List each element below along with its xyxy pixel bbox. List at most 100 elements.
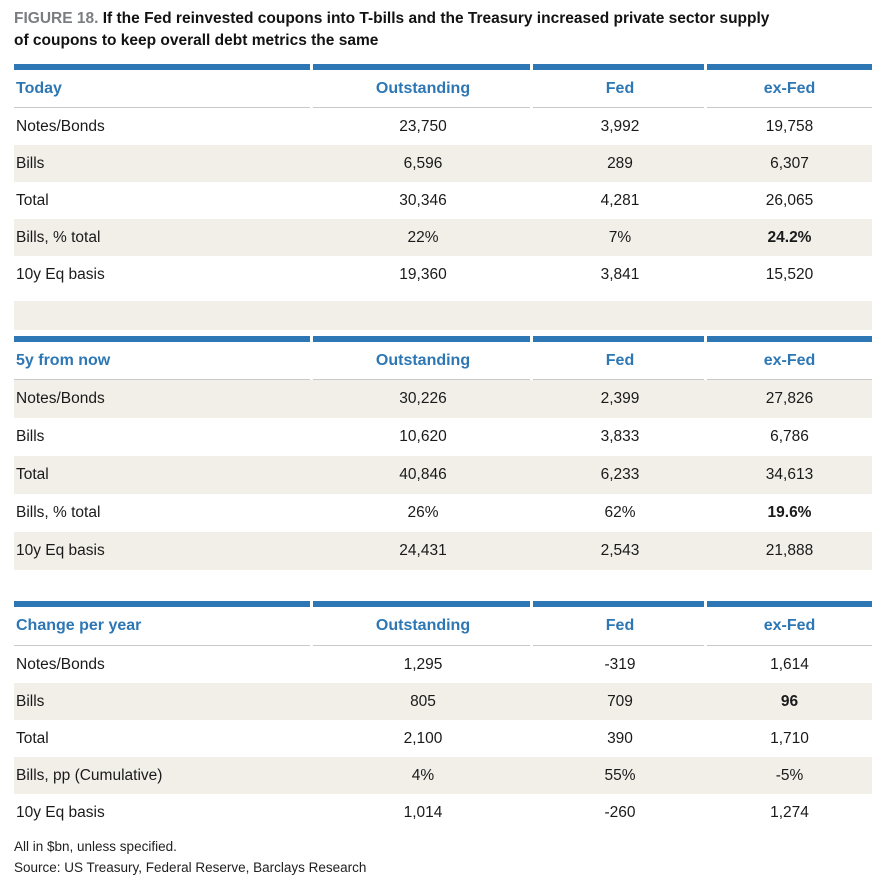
cell-value: 21,888 — [765, 542, 814, 559]
cell-value: 289 — [607, 154, 633, 172]
figure-label: FIGURE 18. — [14, 10, 99, 27]
cell-value-emphasis: 96 — [780, 692, 799, 710]
table-row: Total 30,346 4,281 26,065 — [14, 182, 872, 219]
table-row: 10y Eq basis 1,014 -260 1,274 — [14, 794, 872, 831]
row-label: Total — [16, 466, 49, 483]
row-label: 10y Eq basis — [16, 265, 105, 283]
cell-value-emphasis: 19.6% — [767, 504, 812, 521]
table-row: Bills 10,620 3,833 6,786 — [14, 418, 872, 456]
figure-title-line1: If the Fed reinvested coupons into T-bil… — [102, 10, 770, 27]
footnote-source: Source: US Treasury, Federal Reserve, Ba… — [14, 860, 367, 875]
cell-value: 30,346 — [399, 191, 447, 209]
footnote-units: All in $bn, unless specified. — [14, 839, 177, 854]
cell-value: 34,613 — [765, 466, 814, 483]
cell-value: 1,710 — [770, 729, 809, 747]
cell-value: 15,520 — [765, 265, 814, 283]
cell-value: 2,543 — [600, 542, 640, 559]
cell-value: 709 — [607, 692, 633, 710]
cell-value: 2,100 — [403, 729, 443, 747]
cell-value: -319 — [604, 655, 636, 673]
table-top-rule — [14, 64, 872, 70]
cell-value: 1,295 — [403, 655, 443, 673]
table-row: 10y Eq basis 24,431 2,543 21,888 — [14, 532, 872, 570]
header-underline — [14, 379, 872, 380]
row-label: Bills — [16, 154, 45, 172]
cell-value: 62% — [604, 504, 636, 521]
cell-value: 1,614 — [770, 655, 809, 673]
figure-title-line2: of coupons to keep overall debt metrics … — [14, 32, 379, 49]
column-header-exfed: ex-Fed — [763, 617, 816, 634]
table-row: Bills, % total 22% 7% 24.2% — [14, 219, 872, 256]
cell-value: 27,826 — [765, 390, 814, 407]
row-label: Total — [16, 729, 49, 747]
column-header-exfed: ex-Fed — [763, 351, 816, 369]
cell-value: 6,307 — [770, 154, 809, 172]
cell-value: 23,750 — [399, 117, 447, 135]
table-top-rule — [14, 601, 872, 607]
column-header-outstanding: Outstanding — [375, 617, 471, 634]
cell-value: 4% — [411, 766, 435, 784]
cell-value: 30,226 — [399, 390, 447, 407]
column-header-fed: Fed — [605, 617, 635, 634]
cell-value: 390 — [607, 729, 633, 747]
table-row: Total 40,846 6,233 34,613 — [14, 456, 872, 494]
cell-value: 24,431 — [399, 542, 447, 559]
table-row: Bills 805 709 96 — [14, 683, 872, 720]
cell-value: 1,014 — [403, 803, 443, 821]
row-label: Bills — [16, 428, 45, 445]
table-header-row: 5y from now Outstanding Fed ex-Fed — [14, 342, 872, 379]
table-row: Total 2,100 390 1,710 — [14, 720, 872, 757]
cell-value: 6,786 — [770, 428, 809, 445]
table-title: 5y from now — [16, 351, 111, 369]
column-header-outstanding: Outstanding — [375, 79, 471, 97]
beige-spacer-band — [14, 301, 872, 330]
table-title: Change per year — [16, 617, 142, 634]
table-row: Bills 6,596 289 6,307 — [14, 145, 872, 182]
row-label: Bills, % total — [16, 504, 101, 521]
cell-value: 26% — [407, 504, 439, 521]
cell-value: 7% — [608, 228, 632, 246]
cell-value: 4,281 — [600, 191, 640, 209]
column-header-fed: Fed — [605, 79, 635, 97]
cell-value: -260 — [604, 803, 636, 821]
footnotes: All in $bn, unless specified. Source: US… — [14, 836, 872, 878]
row-label: Notes/Bonds — [16, 390, 105, 407]
table-row: Bills, pp (Cumulative) 4% 55% -5% — [14, 757, 872, 794]
cell-value: 2,399 — [600, 390, 640, 407]
table-change-per-year: Change per year Outstanding Fed ex-Fed N… — [14, 601, 872, 831]
row-label: Notes/Bonds — [16, 655, 105, 673]
table-top-rule — [14, 336, 872, 342]
row-label: Bills, % total — [16, 228, 101, 246]
table-5y-from-now: 5y from now Outstanding Fed ex-Fed Notes… — [14, 336, 872, 570]
table-row: Notes/Bonds 23,750 3,992 19,758 — [14, 108, 872, 145]
row-label: Total — [16, 191, 49, 209]
cell-value: 805 — [410, 692, 436, 710]
cell-value: 40,846 — [399, 466, 447, 483]
cell-value: 19,360 — [399, 265, 447, 283]
table-title: Today — [16, 79, 62, 97]
cell-value: 6,233 — [600, 466, 640, 483]
cell-value: 55% — [604, 766, 636, 784]
cell-value: 6,596 — [403, 154, 443, 172]
row-label: 10y Eq basis — [16, 803, 105, 821]
cell-value: 19,758 — [765, 117, 814, 135]
column-header-fed: Fed — [605, 351, 635, 369]
cell-value: 3,833 — [600, 428, 640, 445]
row-label: Notes/Bonds — [16, 117, 105, 135]
header-underline — [14, 107, 872, 108]
column-header-exfed: ex-Fed — [763, 79, 816, 97]
table-row: 10y Eq basis 19,360 3,841 15,520 — [14, 256, 872, 293]
table-row: Bills, % total 26% 62% 19.6% — [14, 494, 872, 532]
table-header-row: Today Outstanding Fed ex-Fed — [14, 70, 872, 107]
cell-value: 22% — [407, 228, 439, 246]
cell-value: -5% — [775, 766, 804, 784]
table-today: Today Outstanding Fed ex-Fed Notes/Bonds… — [14, 64, 872, 293]
cell-value: 3,992 — [600, 117, 640, 135]
table-row: Notes/Bonds 1,295 -319 1,614 — [14, 646, 872, 683]
column-header-outstanding: Outstanding — [375, 351, 471, 369]
row-label: 10y Eq basis — [16, 542, 105, 559]
cell-value: 1,274 — [770, 803, 809, 821]
row-label: Bills, pp (Cumulative) — [16, 766, 163, 784]
table-row: Notes/Bonds 30,226 2,399 27,826 — [14, 380, 872, 418]
